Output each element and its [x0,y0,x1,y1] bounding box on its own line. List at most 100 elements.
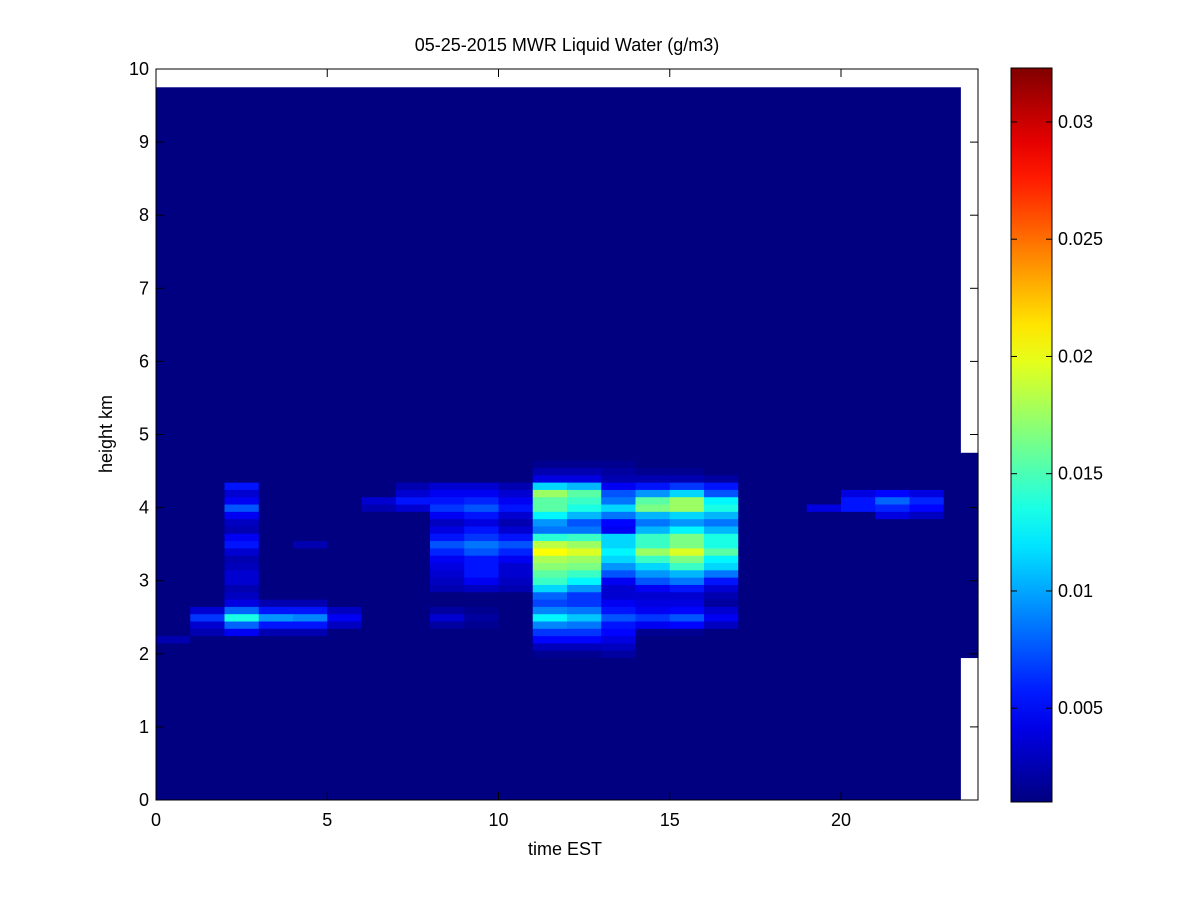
heatmap-cell [772,613,808,622]
heatmap-cell [395,598,431,607]
heatmap-cell [258,467,294,476]
heatmap-cell [567,562,602,571]
heatmap-cell [395,620,431,629]
heatmap-cell [190,518,226,527]
heatmap-cell [704,562,739,571]
heatmap-cell [567,452,602,461]
heatmap-cell [395,650,431,659]
heatmap-cell [190,525,226,534]
heatmap-cell [704,503,739,512]
heatmap-cell [909,496,945,505]
heatmap-cell [772,555,808,564]
heatmap-cell [635,584,671,593]
heatmap-cell [943,533,979,542]
heatmap-cell [635,518,671,527]
heatmap-cell [293,540,328,549]
heatmap-cell [190,533,226,542]
y-tick-label: 8 [139,205,149,225]
x-axis-label: time EST [528,839,602,859]
heatmap-cell [498,598,534,607]
heatmap-cell [909,591,945,600]
heatmap-cell [875,547,911,556]
heatmap-cell [806,642,842,651]
heatmap-cell [464,452,500,461]
heatmap-cell [806,489,842,498]
heatmap-cell [258,482,294,490]
heatmap-cell [361,489,397,498]
heatmap-cell [498,613,534,622]
heatmap-cell [806,584,842,593]
heatmap-cell [498,591,534,600]
heatmap-cell [738,489,774,498]
heatmap-cell [327,620,363,629]
heatmap-cell [772,569,808,578]
heatmap-cell [738,620,774,629]
heatmap-cell [327,496,363,505]
heatmap-cell [806,540,842,549]
heatmap-cell [635,577,671,585]
heatmap-cell [601,635,637,644]
heatmap-cell [875,474,911,483]
heatmap-cell [875,577,911,585]
heatmap-cell [601,591,637,600]
heatmap-cell [224,503,260,512]
heatmap-cell [532,525,568,534]
x-tick-label: 10 [488,810,508,830]
heatmap-cell [841,555,876,564]
heatmap-cell [704,540,739,549]
heatmap-cell [430,467,465,476]
heatmap-cell [841,511,876,520]
heatmap-cell [156,540,191,549]
heatmap-cell [395,569,431,578]
heatmap-cell [532,518,568,527]
heatmap-cell [361,540,397,549]
heatmap-cell [738,533,774,542]
heatmap-cell [361,511,397,520]
heatmap-cell [601,496,637,505]
heatmap-cell [498,635,534,644]
heatmap-cell [327,598,363,607]
heatmap-cell [532,540,568,549]
heatmap-cell [635,496,671,505]
heatmap-cell [635,628,671,637]
heatmap-cell [772,474,808,483]
heatmap-cell [669,467,705,476]
heatmap-cell [258,650,294,659]
heatmap-cell [567,628,602,637]
heatmap-cell [258,613,294,622]
heatmap-cell [224,540,260,549]
heatmap-cell [498,482,534,490]
heatmap-cell [224,650,260,659]
heatmap-cell [361,452,397,461]
heatmap-cell [293,525,328,534]
heatmap-cell [875,642,911,651]
heatmap-cell [361,503,397,512]
heatmap-cell [669,460,705,468]
heatmap-cell [635,547,671,556]
heatmap-cell [704,511,739,520]
heatmap-cell [156,635,191,644]
heatmap-cell [909,511,945,520]
heatmap-cell [224,511,260,520]
heatmap-cell [395,533,431,542]
heatmap-cell [943,650,979,659]
heatmap-cell [772,620,808,629]
heatmap-cell [430,606,465,615]
heatmap-cell [738,496,774,505]
heatmap-cell [293,562,328,571]
data-extent-background [156,87,961,800]
heatmap-cell [430,511,465,520]
heatmap-cell [909,584,945,593]
heatmap-cell [704,591,739,600]
heatmap-cell [635,489,671,498]
heatmap-cell [190,452,226,461]
heatmap-cell [704,650,739,659]
heatmap-cell [258,496,294,505]
heatmap-cell [361,525,397,534]
heatmap-cell [464,496,500,505]
heatmap-cell [772,467,808,476]
heatmap-cell [943,606,979,615]
colorbar-tick-label: 0.02 [1058,346,1093,366]
heatmap-cell [567,489,602,498]
